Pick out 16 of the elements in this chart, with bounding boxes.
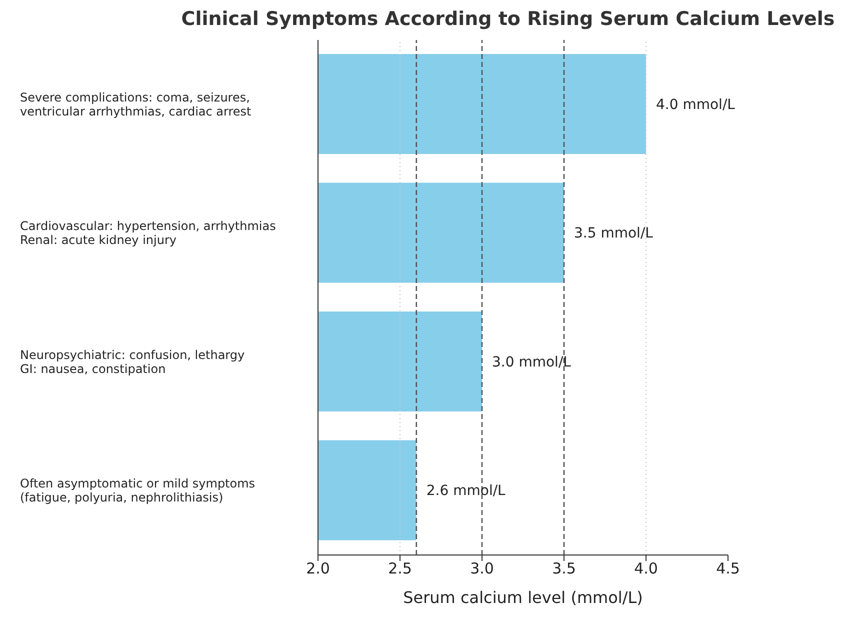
data-label: 3.0 mmol/L <box>492 354 572 370</box>
y-tick-label: Severe complications: coma, seizures, ventricular arrhythmias, cardiac arrest <box>20 90 252 118</box>
x-tick-label: 4.5 <box>716 560 740 578</box>
x-tick-label: 2.5 <box>388 560 412 578</box>
y-tick-label: Neuropsychiatric: confusion, lethargy GI: nausea, constipation <box>20 348 245 376</box>
data-label: 3.5 mmol/L <box>574 226 654 242</box>
data-label: 4.0 mmol/L <box>656 96 736 113</box>
x-tick-label: 4.0 <box>634 560 658 578</box>
y-tick-label: Cardiovascular: hypertension, arrhythmias Renal: acute kidney injury <box>20 219 276 248</box>
data-label: 2.6 mmol/L <box>426 483 506 500</box>
y-tick-label: Often asymptomatic or mild symptoms (fatigue, polyuria, nephrolithiasis) <box>20 476 256 505</box>
x-tick-label: 2.0 <box>306 560 330 578</box>
x-tick-label: 3.0 <box>470 560 494 578</box>
chart-title: Clinical Symptoms According to Rising Serum Calcium Levels <box>180 8 836 30</box>
x-tick-label: 3.5 <box>552 560 576 578</box>
x-axis-title: Serum calcium level (mmol/L) <box>403 588 643 607</box>
